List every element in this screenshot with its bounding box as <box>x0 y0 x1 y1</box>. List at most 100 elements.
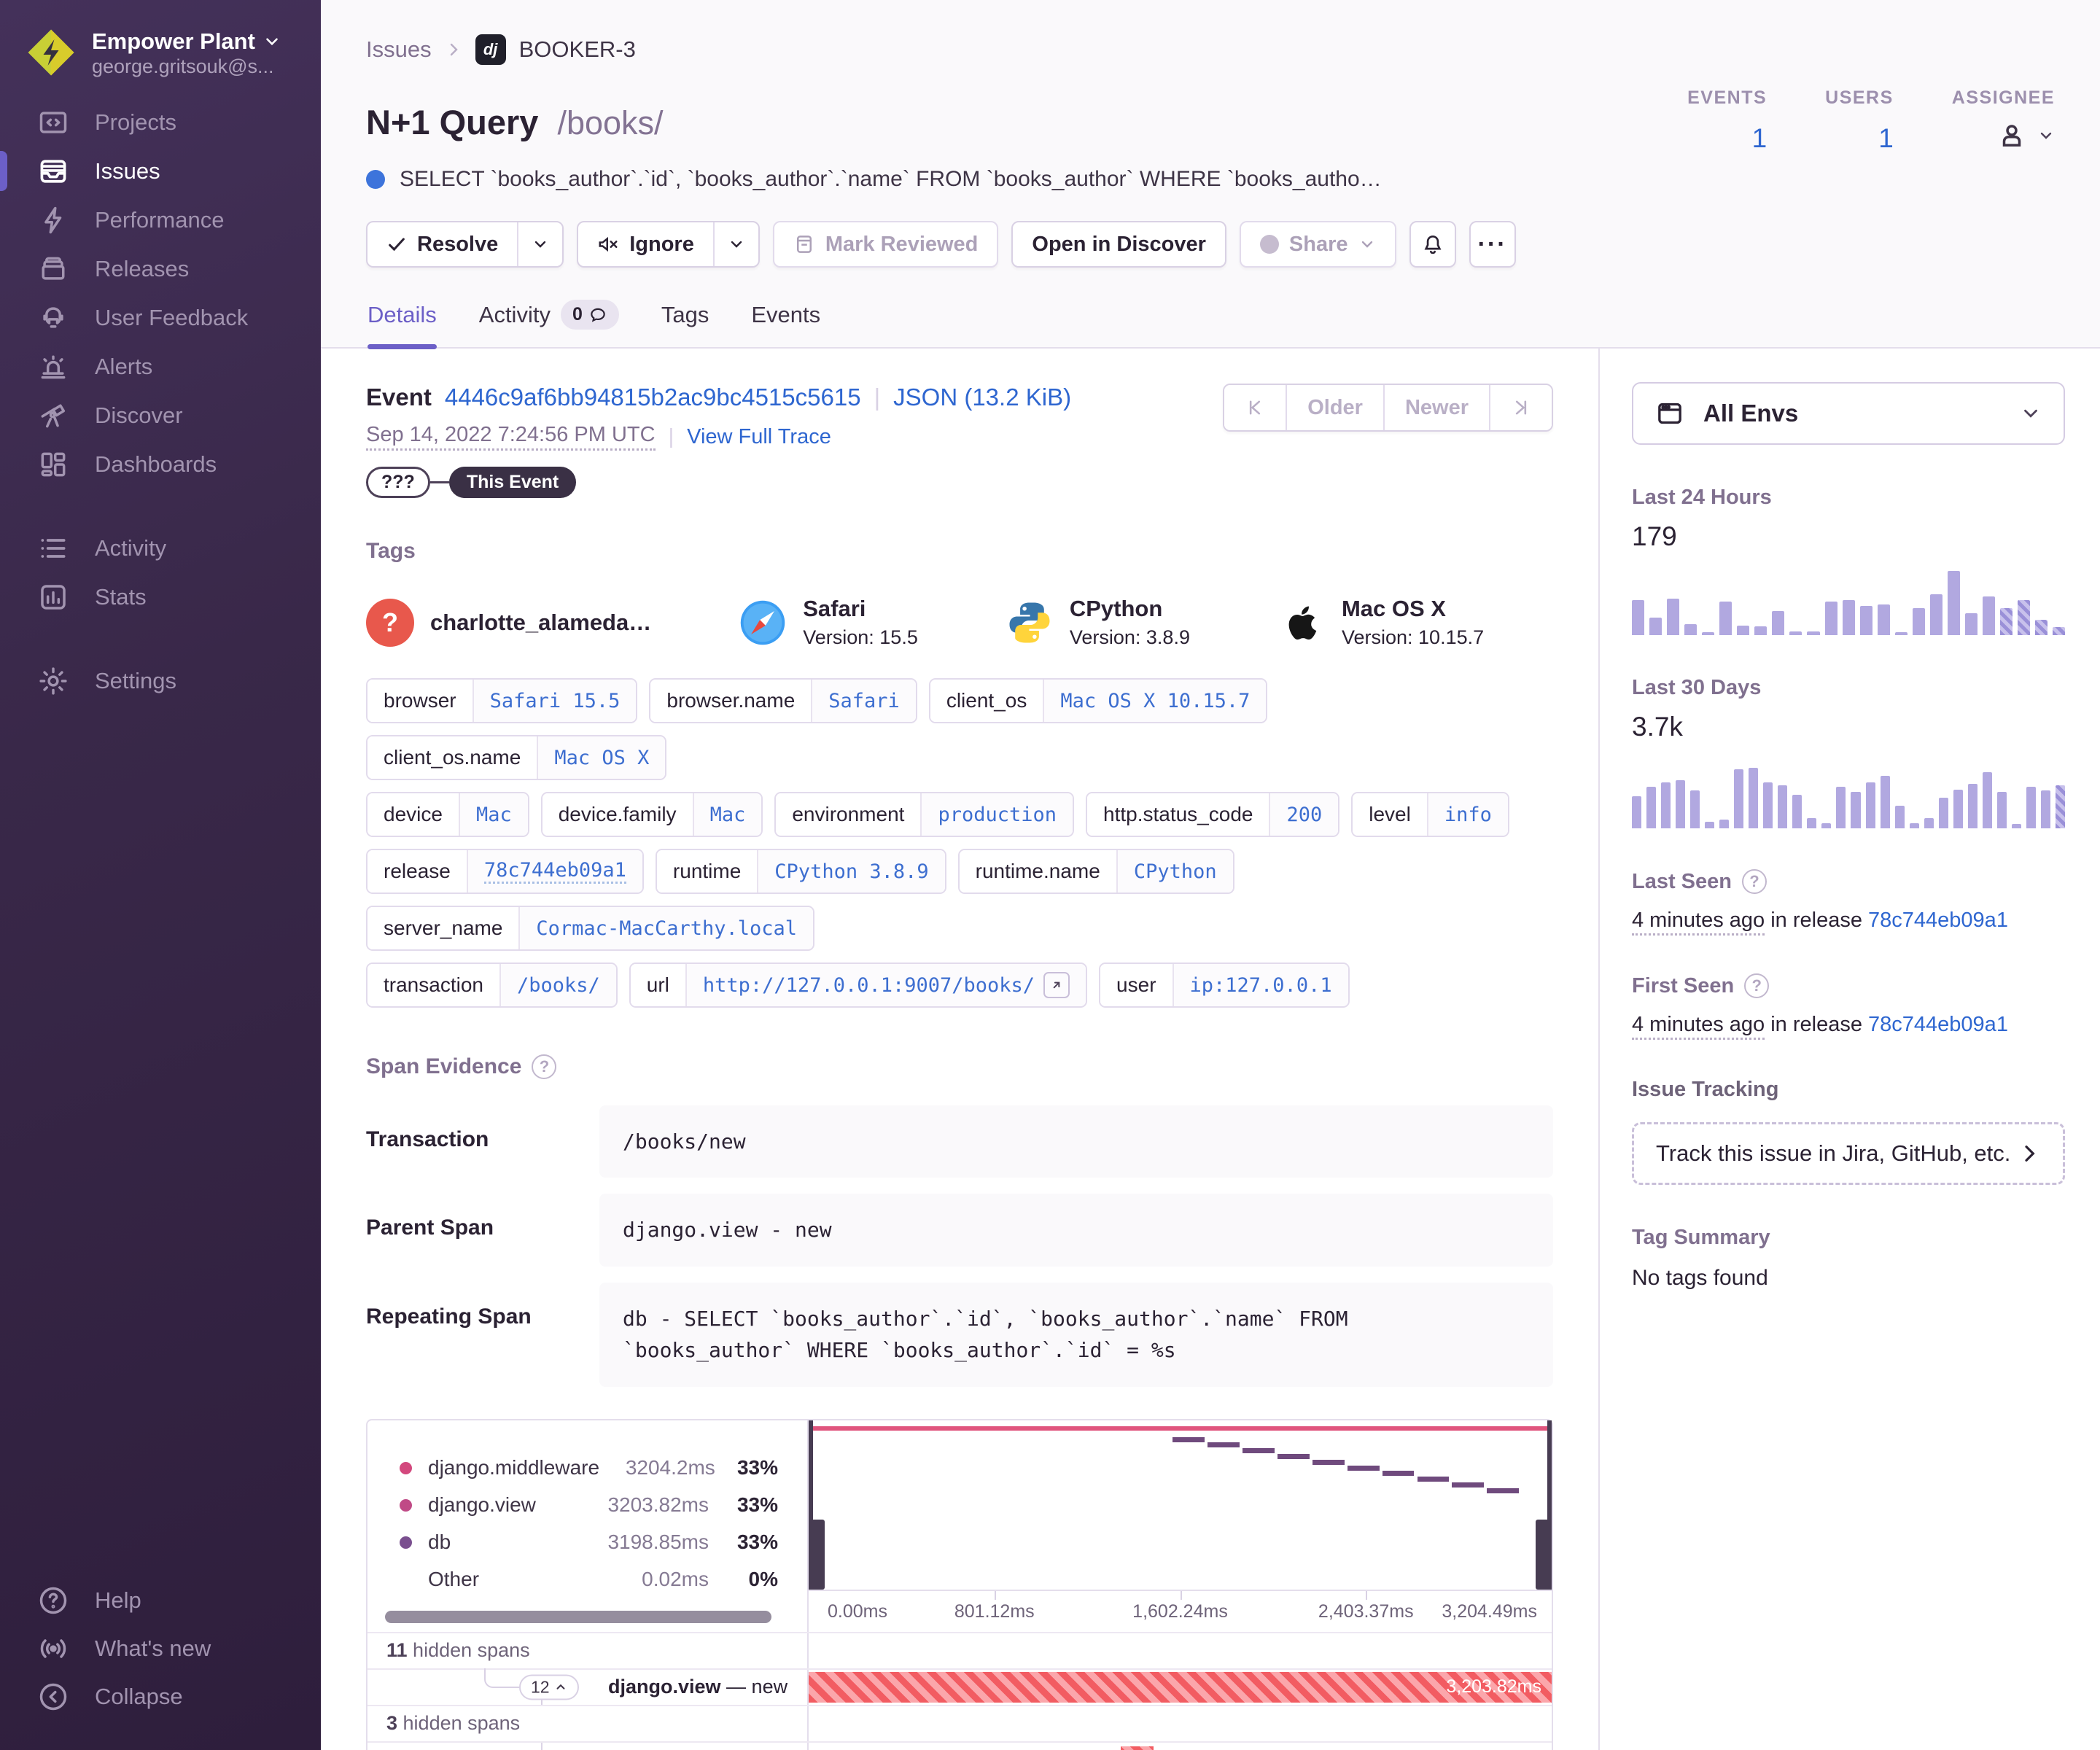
users-count[interactable]: 1 <box>1878 123 1894 153</box>
tag-value[interactable]: http://127.0.0.1:9007/books/ <box>685 964 1086 1006</box>
parent-span-row[interactable]: 12 django.view — new 3,203.82ms <box>368 1668 1552 1705</box>
open-in-discover-button[interactable]: Open in Discover <box>1011 221 1226 268</box>
sidebar-item-stats[interactable]: Stats <box>0 572 321 621</box>
tab-tags[interactable]: Tags <box>661 300 709 347</box>
mark-reviewed-button[interactable]: Mark Reviewed <box>772 221 999 268</box>
sidebar-item-alerts[interactable]: Alerts <box>0 342 321 391</box>
assignee-dropdown[interactable] <box>1952 120 2055 151</box>
tag-pill-url[interactable]: url http://127.0.0.1:9007/books/ <box>629 962 1088 1008</box>
span-count-toggle[interactable]: 12 <box>519 1674 579 1700</box>
tag-value[interactable]: ip:127.0.0.1 <box>1172 964 1348 1006</box>
tag-value[interactable]: Safari <box>811 680 916 722</box>
json-download-link[interactable]: JSON (13.2 KiB) <box>893 384 1072 411</box>
older-event-button[interactable]: Older <box>1286 385 1383 430</box>
track-issue-button[interactable]: Track this issue in Jira, GitHub, etc. <box>1632 1122 2065 1185</box>
sidebar-item-issues[interactable]: Issues <box>0 147 321 195</box>
breadcrumb-issues[interactable]: Issues <box>366 36 432 62</box>
events-count[interactable]: 1 <box>1751 123 1768 153</box>
featured-tag[interactable]: CPython Version: 3.8.9 <box>1006 596 1190 649</box>
view-full-trace-link[interactable]: View Full Trace <box>687 424 831 448</box>
tag-pill-level[interactable]: level info <box>1351 792 1509 837</box>
tag-pill-client_os.name[interactable]: client_os.name Mac OS X <box>366 735 667 780</box>
hidden-spans-row[interactable]: 3 hidden spans <box>368 1704 1552 1741</box>
tag-value[interactable]: 78c744eb09a1 <box>466 850 642 892</box>
action-bar: Resolve Ignore Mark Reviewed Open in Dis… <box>366 221 2056 268</box>
sidebar-item-releases[interactable]: Releases <box>0 244 321 293</box>
tag-value[interactable]: Mac <box>692 793 762 836</box>
help-icon[interactable]: ? <box>1742 869 1767 894</box>
subscribe-bell-button[interactable] <box>1409 221 1456 268</box>
tag-value[interactable]: CPython 3.8.9 <box>757 850 945 892</box>
tag-value[interactable]: Mac OS X <box>537 736 666 779</box>
share-button[interactable]: Share <box>1239 221 1396 268</box>
featured-tag[interactable]: Safari Version: 15.5 <box>739 596 918 649</box>
external-link-icon[interactable] <box>1043 972 1070 998</box>
last-seen-release-link[interactable]: 78c744eb09a1 <box>1868 909 2008 932</box>
resolve-button[interactable]: Resolve <box>366 221 564 268</box>
newer-event-button[interactable]: Newer <box>1382 385 1489 430</box>
sidebar-item-help[interactable]: Help <box>0 1576 321 1625</box>
sidebar-item-dashboards[interactable]: Dashboards <box>0 440 321 489</box>
tag-pill-browser[interactable]: browser Safari 15.5 <box>366 678 638 723</box>
horizontal-scrollbar[interactable] <box>385 1610 771 1623</box>
sidebar-item-settings[interactable]: Settings <box>0 656 321 705</box>
sidebar-item-projects[interactable]: Projects <box>0 98 321 147</box>
tag-value[interactable]: Mac <box>458 793 528 836</box>
tag-value[interactable]: CPython <box>1116 850 1233 892</box>
sidebar-item-activity[interactable]: Activity <box>0 524 321 572</box>
tag-pill-server_name[interactable]: server_name Cormac-MacCarthy.local <box>366 906 815 951</box>
more-actions-button[interactable]: ··· <box>1469 221 1516 268</box>
tab-details[interactable]: Details <box>368 300 437 349</box>
tag-pill-http.status_code[interactable]: http.status_code 200 <box>1086 792 1340 837</box>
ignore-dropdown[interactable] <box>715 222 758 266</box>
tag-pill-release[interactable]: release 78c744eb09a1 <box>366 849 644 894</box>
sidebar-item-collapse[interactable]: Collapse <box>0 1673 321 1721</box>
tag-pill-runtime.name[interactable]: runtime.name CPython <box>957 849 1234 894</box>
help-icon[interactable]: ? <box>1744 973 1770 998</box>
sidebar-item-performance[interactable]: Performance <box>0 195 321 244</box>
hidden-spans-row[interactable]: 11 hidden spans <box>368 1631 1552 1668</box>
oldest-event-button[interactable] <box>1224 385 1286 430</box>
tag-value[interactable]: /books/ <box>499 964 616 1006</box>
ignore-button[interactable]: Ignore <box>577 221 760 268</box>
regroup-link[interactable]: Regroup <box>608 1749 684 1750</box>
tag-pill-user[interactable]: user ip:127.0.0.1 <box>1099 962 1350 1008</box>
parent-span-bar[interactable]: 3,203.82ms <box>809 1671 1552 1703</box>
tag-pill-client_os[interactable]: client_os Mac OS X 10.15.7 <box>928 678 1268 723</box>
event-id-link[interactable]: 4446c9af6bb94815b2ac9bc4515c5615 <box>444 384 861 411</box>
unhandled-dot-icon <box>366 170 385 189</box>
last-24h-count: 179 <box>1632 521 1677 551</box>
sidebar-item-what-s-new[interactable]: What's new <box>0 1625 321 1673</box>
minimap-left-handle[interactable] <box>809 1420 813 1590</box>
tag-value[interactable]: info <box>1426 793 1508 836</box>
tag-pill-device[interactable]: device Mac <box>366 792 529 837</box>
tag-value[interactable]: production <box>920 793 1073 836</box>
first-seen-release-link[interactable]: 78c744eb09a1 <box>1868 1013 2008 1036</box>
span-row[interactable]: Regroup — db — SELECT `boo169.03ms <box>368 1741 1552 1750</box>
trace-unknown-pill[interactable]: ??? <box>366 467 430 498</box>
minimap-right-handle[interactable] <box>1547 1420 1552 1590</box>
featured-tag[interactable]: ? charlotte_alameda… <box>366 598 651 647</box>
tab-activity[interactable]: Activity 0 <box>479 300 619 347</box>
tag-value[interactable]: 200 <box>1269 793 1339 836</box>
featured-tag[interactable]: Mac OS X Version: 10.15.7 <box>1278 596 1484 649</box>
breadcrumb-project[interactable]: BOOKER-3 <box>518 36 636 62</box>
tab-events[interactable]: Events <box>751 300 820 347</box>
tag-pill-browser.name[interactable]: browser.name Safari <box>649 678 917 723</box>
newest-event-button[interactable] <box>1489 385 1552 430</box>
org-switcher[interactable]: Empower Plant george.gritsouk@s... <box>0 20 321 98</box>
help-icon[interactable]: ? <box>532 1054 557 1079</box>
tag-value[interactable]: Mac OS X 10.15.7 <box>1043 680 1267 722</box>
tag-pill-environment[interactable]: environment production <box>774 792 1074 837</box>
resolve-dropdown[interactable] <box>518 222 562 266</box>
tag-pill-runtime[interactable]: runtime CPython 3.8.9 <box>655 849 946 894</box>
tag-pill-transaction[interactable]: transaction/books/ <box>366 962 618 1008</box>
tag-value[interactable]: Safari 15.5 <box>472 680 637 722</box>
sidebar-item-user-feedback[interactable]: User Feedback <box>0 293 321 342</box>
sidebar-item-discover[interactable]: Discover <box>0 391 321 440</box>
span-duration-bar[interactable] <box>1120 1746 1154 1750</box>
span-minimap[interactable] <box>809 1420 1552 1590</box>
environment-select[interactable]: All Envs <box>1632 382 2065 445</box>
tag-pill-device.family[interactable]: device.family Mac <box>540 792 763 837</box>
tag-value[interactable]: Cormac-MacCarthy.local <box>518 907 814 949</box>
